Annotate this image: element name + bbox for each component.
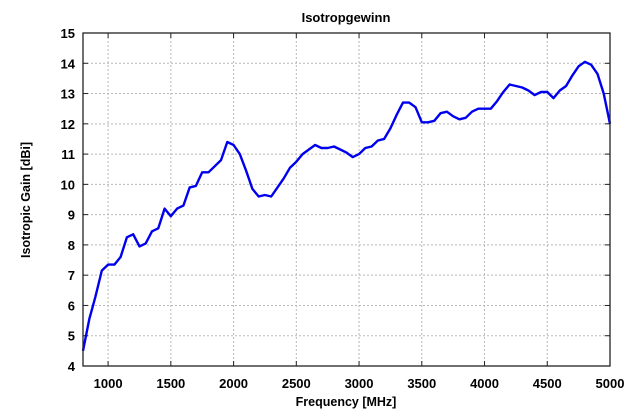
y-tick-label: 15	[61, 26, 75, 41]
chart-title: Isotropgewinn	[302, 10, 391, 25]
y-axis-label: Isotropic Gain [dBi]	[19, 142, 33, 258]
y-tick-label: 11	[61, 147, 75, 162]
x-axis-ticks: 1000 1500 2000 2500 3000 3500 4000 4500 5000	[94, 33, 625, 391]
y-tick-label: 4	[68, 359, 76, 374]
grid	[83, 33, 610, 366]
x-tick-label: 1500	[156, 376, 185, 391]
y-tick-label: 5	[68, 329, 75, 344]
y-axis-ticks: 4 5 6 7 8 9 10 11 12 13 14 15	[61, 26, 610, 374]
y-tick-label: 13	[61, 87, 75, 102]
y-tick-label: 7	[68, 268, 75, 283]
x-tick-label: 3000	[345, 376, 374, 391]
y-tick-label: 8	[68, 238, 75, 253]
gain-line	[81, 60, 612, 352]
y-tick-label: 9	[68, 208, 75, 223]
x-tick-label: 4000	[470, 376, 499, 391]
x-tick-label: 3500	[407, 376, 436, 391]
x-tick-label: 5000	[596, 376, 625, 391]
x-tick-label: 2500	[282, 376, 311, 391]
plot-frame	[82, 32, 611, 367]
x-axis-label: Frequency [MHz]	[296, 395, 397, 409]
y-tick-label: 6	[68, 298, 75, 313]
x-tick-label: 4500	[533, 376, 562, 391]
y-tick-label: 10	[61, 177, 75, 192]
y-tick-label: 14	[61, 56, 76, 71]
x-tick-label: 2000	[219, 376, 248, 391]
y-tick-label: 12	[61, 117, 75, 132]
x-tick-label: 1000	[94, 376, 123, 391]
